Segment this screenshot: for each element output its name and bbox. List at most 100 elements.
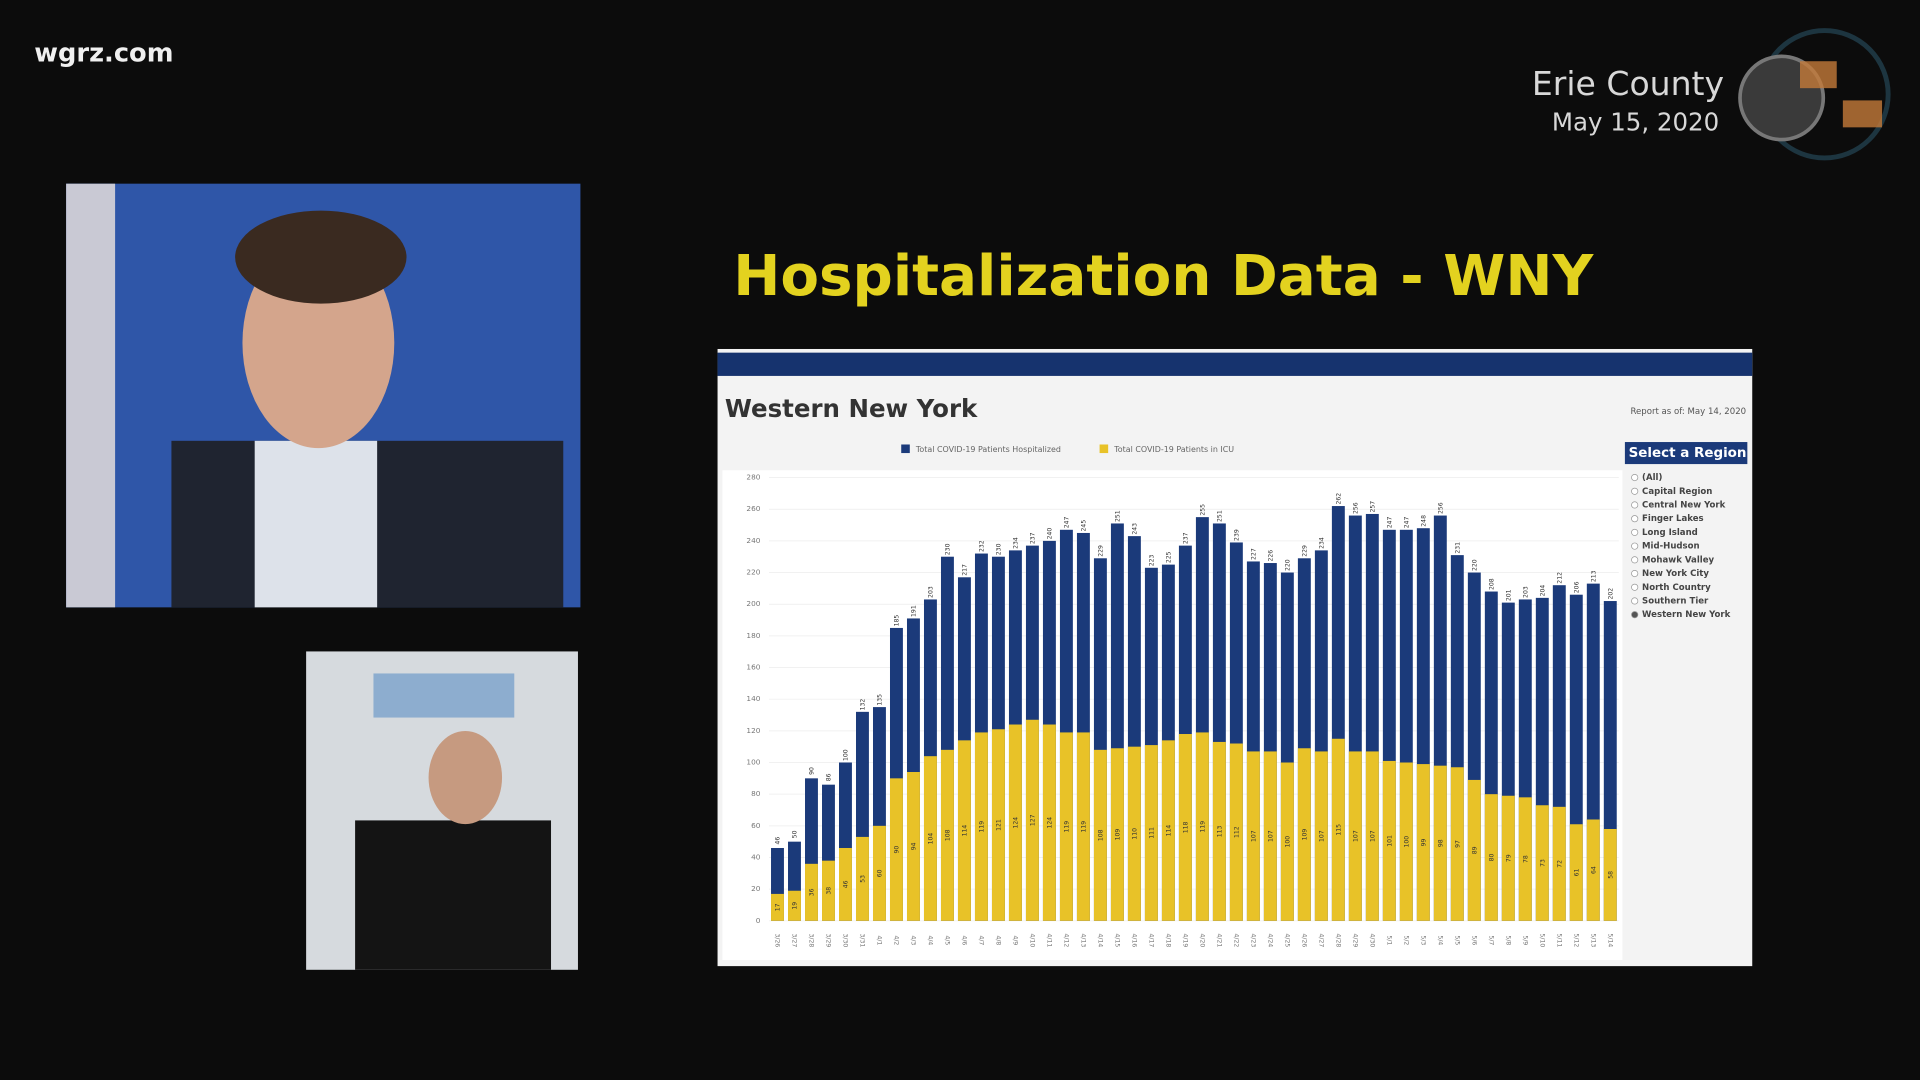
data-label: 247	[1386, 517, 1393, 529]
x-tick-label: 3/29	[824, 934, 831, 948]
bar	[1161, 740, 1175, 921]
bar	[1416, 764, 1430, 921]
data-label: 239	[1233, 529, 1240, 541]
data-label: 255	[1199, 504, 1206, 516]
region-radio	[1631, 556, 1639, 564]
x-tick-label: 5/6	[1470, 935, 1477, 945]
data-label: 107	[1250, 830, 1257, 842]
region-option[interactable]: Southern Tier	[1642, 596, 1709, 606]
x-tick-label: 4/2	[892, 935, 899, 945]
data-label: 100	[1403, 836, 1410, 848]
y-tick-label: 140	[746, 694, 760, 703]
bar	[1144, 745, 1158, 921]
x-tick-label: 4/27	[1317, 934, 1324, 948]
bar	[1246, 751, 1260, 921]
data-label: 247	[1403, 517, 1410, 529]
bar	[940, 749, 954, 921]
region-radio	[1631, 487, 1639, 495]
x-tick-label: 3/26	[773, 934, 780, 948]
data-label: 119	[1080, 821, 1087, 833]
region-option[interactable]: Mohawk Valley	[1642, 555, 1714, 565]
data-label: 237	[1029, 532, 1036, 544]
region-option[interactable]: Capital Region	[1642, 487, 1712, 497]
bar	[1348, 751, 1362, 921]
interpreter-body	[355, 820, 552, 970]
region-option[interactable]: New York City	[1642, 569, 1709, 579]
das-sign	[373, 673, 515, 718]
data-label: 230	[995, 543, 1002, 555]
bar	[855, 836, 869, 921]
x-tick-label: 4/6	[960, 935, 967, 945]
x-tick-label: 3/30	[841, 934, 848, 948]
region-option[interactable]: Long Island	[1642, 528, 1698, 538]
bar	[1552, 806, 1566, 921]
data-label: 231	[1454, 542, 1461, 554]
data-label: 132	[859, 699, 866, 711]
data-label: 107	[1369, 830, 1376, 842]
region-option[interactable]: Central New York	[1642, 500, 1726, 510]
data-label: 109	[1114, 829, 1121, 841]
bar	[906, 772, 920, 921]
data-label: 108	[1097, 829, 1104, 841]
x-tick-label: 4/7	[977, 935, 984, 945]
data-label: 78	[1522, 855, 1529, 863]
data-label: 251	[1216, 510, 1223, 522]
data-label: 237	[1182, 532, 1189, 544]
region-option[interactable]: Mid-Hudson	[1642, 542, 1700, 552]
bar	[822, 860, 835, 921]
data-label: 86	[825, 773, 832, 781]
bar	[1059, 732, 1073, 921]
bar	[839, 847, 852, 921]
y-tick-label: 160	[746, 663, 760, 672]
data-label: 113	[1216, 825, 1223, 837]
data-label: 251	[1114, 510, 1121, 522]
bar	[974, 732, 988, 921]
x-tick-label: 5/10	[1538, 934, 1545, 948]
y-tick-label: 180	[746, 631, 760, 640]
data-label: 243	[1131, 523, 1138, 535]
data-label: 220	[1471, 559, 1478, 571]
y-tick-label: 60	[751, 821, 761, 830]
data-label: 119	[1199, 821, 1206, 833]
x-tick-label: 5/14	[1606, 934, 1613, 948]
x-tick-label: 4/3	[909, 935, 916, 945]
data-label: 234	[1318, 537, 1325, 549]
bar	[1501, 795, 1515, 921]
y-tick-label: 20	[751, 884, 761, 893]
data-label: 101	[1386, 835, 1393, 847]
data-label: 230	[944, 543, 951, 555]
data-label: 79	[1505, 854, 1512, 862]
data-label: 100	[842, 749, 849, 761]
data-label: 204	[1539, 585, 1546, 597]
logo-icon	[1842, 100, 1883, 128]
data-label: 97	[1454, 840, 1461, 848]
x-tick-label: 4/12	[1062, 934, 1069, 948]
region-option[interactable]: (All)	[1642, 473, 1662, 483]
y-tick-label: 280	[746, 473, 760, 482]
data-label: 112	[1233, 826, 1240, 838]
x-tick-label: 4/26	[1300, 934, 1307, 948]
y-tick-label: 240	[746, 536, 760, 545]
region-option[interactable]: Finger Lakes	[1642, 514, 1704, 524]
data-label: 206	[1573, 581, 1580, 593]
data-label: 107	[1267, 830, 1274, 842]
data-label: 114	[1165, 825, 1172, 837]
data-label: 108	[944, 829, 951, 841]
bar	[805, 863, 818, 921]
x-tick-label: 4/20	[1198, 934, 1205, 948]
x-tick-label: 5/7	[1487, 935, 1494, 945]
region-radio	[1631, 597, 1639, 605]
data-label: 223	[1148, 555, 1155, 567]
x-tick-label: 4/9	[1011, 935, 1018, 945]
data-label: 58	[1607, 871, 1614, 879]
data-label: 109	[1301, 829, 1308, 841]
date: May 15, 2020	[1552, 108, 1719, 137]
data-label: 127	[1029, 814, 1036, 826]
bar	[1569, 824, 1583, 921]
region-option[interactable]: North Country	[1642, 583, 1711, 593]
region-radio	[1631, 515, 1639, 523]
bar	[1603, 828, 1617, 921]
region-option[interactable]: Western New York	[1642, 610, 1731, 620]
dashboard-banner	[717, 352, 1753, 376]
